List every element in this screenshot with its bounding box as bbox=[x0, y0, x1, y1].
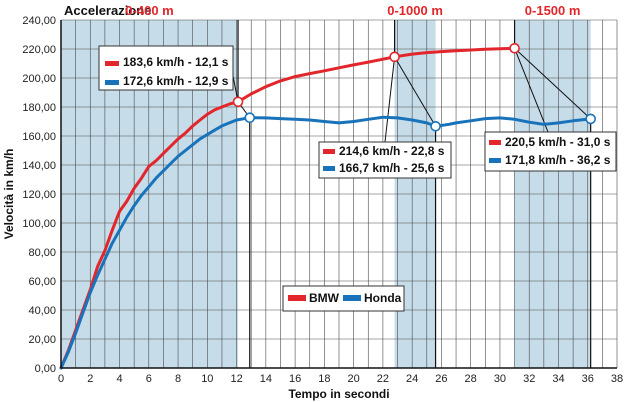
y-tick-label: 240,00 bbox=[22, 15, 56, 27]
axes bbox=[60, 20, 617, 369]
zone-label-2: 0-1500 m bbox=[525, 3, 581, 18]
connector-1500m bbox=[514, 47, 592, 120]
annotation-box-400m: 183,6 km/h - 12,1 s 172,6 km/h - 12,9 s bbox=[98, 45, 234, 91]
connector-anno-1000m bbox=[384, 56, 396, 143]
y-tick-label: 20,00 bbox=[28, 334, 56, 346]
x-tick-label: 28 bbox=[465, 373, 477, 385]
marker-honda bbox=[430, 120, 441, 132]
x-tick-label: 34 bbox=[552, 373, 564, 385]
chart-title: Accelerazione bbox=[64, 3, 151, 18]
legend: BMW Honda bbox=[282, 285, 405, 312]
connector-anno-1500m bbox=[514, 48, 549, 133]
x-tick-label: 38 bbox=[611, 373, 623, 385]
y-tick-label: 160,00 bbox=[22, 131, 56, 143]
annotation-swatch-honda bbox=[323, 166, 335, 171]
y-tick-label: 100,00 bbox=[22, 218, 56, 230]
x-tick-label: 12 bbox=[230, 373, 242, 385]
chart-labels: Accelerazione Tempo in secondi Velocità in… bbox=[2, 3, 580, 401]
annotation-line-honda: 172,6 km/h - 12,9 s bbox=[123, 74, 229, 88]
annotation-line-bmw: 183,6 km/h - 12,1 s bbox=[123, 55, 229, 69]
legend-swatch-honda bbox=[343, 295, 361, 301]
y-tick-label: 200,00 bbox=[22, 73, 56, 85]
x-tick-label: 0 bbox=[58, 373, 64, 385]
marker-honda bbox=[585, 113, 596, 125]
x-tick-label: 18 bbox=[318, 373, 330, 385]
tick-labels: 0 2 4 6 8 10 12 14 16 18 20 22 24 26 28 30 32 34 36 380,002… bbox=[22, 15, 623, 385]
y-tick-label: 80,00 bbox=[28, 247, 56, 259]
x-tick-label: 22 bbox=[377, 373, 389, 385]
x-tick-label: 4 bbox=[116, 373, 122, 385]
marker-honda bbox=[244, 112, 256, 124]
series-markers bbox=[232, 42, 596, 132]
x-tick-label: 6 bbox=[146, 373, 152, 385]
x-tick-label: 32 bbox=[523, 373, 535, 385]
annotation-box-1000m: 214,6 km/h - 22,8 s 166,7 km/h - 25,6 s bbox=[318, 141, 452, 179]
series-line-honda bbox=[59, 115, 593, 370]
legend-swatch-bmw bbox=[288, 295, 306, 301]
x-tick-label: 14 bbox=[260, 373, 272, 385]
annotation-swatch-honda bbox=[105, 80, 119, 85]
x-tick-label: 24 bbox=[406, 373, 418, 385]
annotation-line-honda: 166,7 km/h - 25,6 s bbox=[339, 161, 445, 175]
x-tick-label: 10 bbox=[201, 373, 213, 385]
y-axis-title: Velocità in km/h bbox=[2, 149, 16, 240]
annotation-swatch-bmw bbox=[105, 61, 119, 66]
y-tick-label: 120,00 bbox=[22, 189, 56, 201]
y-tick-label: 0,00 bbox=[35, 363, 56, 375]
marker-bmw bbox=[389, 51, 400, 63]
x-tick-label: 20 bbox=[348, 373, 360, 385]
marker-bmw bbox=[509, 42, 520, 54]
x-tick-label: 8 bbox=[175, 373, 181, 385]
y-tick-label: 180,00 bbox=[22, 102, 56, 114]
legend-label-honda: Honda bbox=[364, 291, 402, 305]
annotation-line-honda: 171,8 km/h - 36,2 s bbox=[505, 153, 611, 167]
annotation-line-bmw: 214,6 km/h - 22,8 s bbox=[339, 144, 445, 158]
annotation-swatch-bmw bbox=[323, 149, 335, 154]
annotation-box-1500m: 220,5 km/h - 31,0 s 171,8 km/h - 36,2 s bbox=[484, 131, 617, 172]
y-tick-label: 60,00 bbox=[28, 276, 56, 288]
y-tick-label: 40,00 bbox=[28, 305, 56, 317]
x-tick-label: 16 bbox=[289, 373, 301, 385]
y-tick-label: 220,00 bbox=[22, 44, 56, 56]
x-tick-label: 26 bbox=[435, 373, 447, 385]
zone-label-1: 0-1000 m bbox=[387, 3, 443, 18]
annotation-line-bmw: 220,5 km/h - 31,0 s bbox=[505, 135, 611, 149]
connector-1000m bbox=[394, 56, 436, 127]
series-line-bmw bbox=[59, 46, 517, 370]
annotation-swatch-honda bbox=[489, 158, 501, 163]
marker-bmw bbox=[232, 96, 244, 108]
zone-label-0: 0-400 m bbox=[125, 3, 173, 18]
legend-label-bmw: BMW bbox=[309, 291, 340, 305]
y-tick-label: 140,00 bbox=[22, 160, 56, 172]
series-lines bbox=[59, 46, 593, 370]
x-axis-title: Tempo in secondi bbox=[288, 387, 389, 401]
x-tick-label: 30 bbox=[494, 373, 506, 385]
annotation-swatch-bmw bbox=[489, 140, 501, 145]
x-tick-label: 36 bbox=[582, 373, 594, 385]
x-tick-label: 2 bbox=[87, 373, 93, 385]
